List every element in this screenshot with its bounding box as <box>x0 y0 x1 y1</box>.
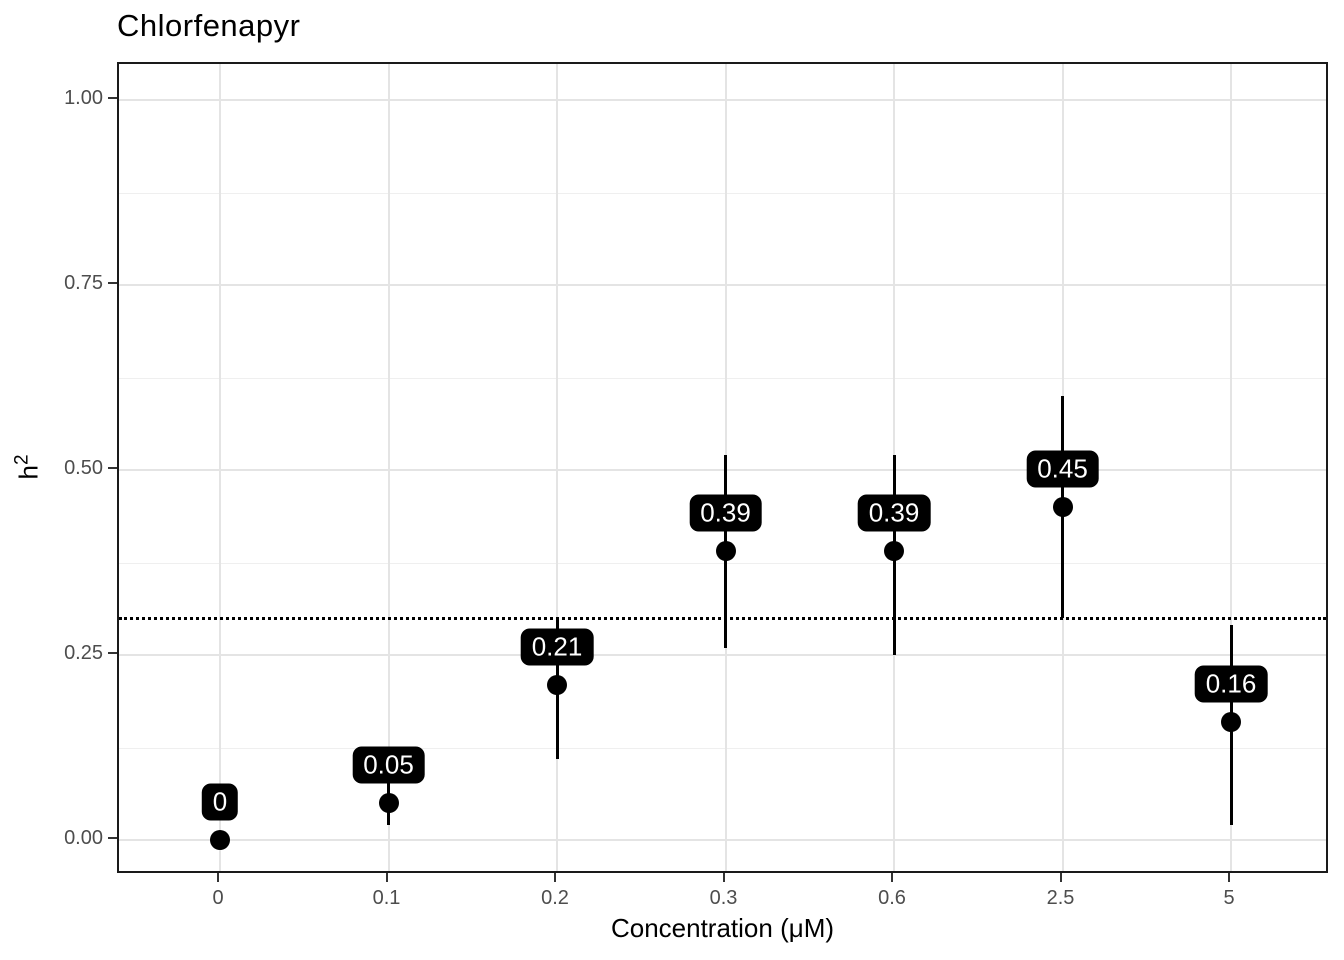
data-point <box>1052 497 1073 517</box>
gridline-major-horizontal <box>119 284 1326 286</box>
y-tick-label: 0.00 <box>64 827 103 849</box>
x-tick-mark <box>217 873 219 882</box>
y-tick-label: 0.75 <box>64 272 103 294</box>
x-tick-mark <box>554 873 556 882</box>
data-point <box>715 541 736 562</box>
gridline-major-horizontal <box>119 654 1326 656</box>
point-label: 0.45 <box>1026 450 1099 488</box>
point-label: 0.21 <box>520 628 594 666</box>
point-label: 0.05 <box>352 746 425 784</box>
gridline-minor-horizontal <box>119 562 1326 564</box>
y-tick-mark <box>108 652 117 654</box>
gridline-major-vertical <box>387 64 390 871</box>
x-tick-mark <box>385 873 388 882</box>
x-axis-title: Concentration (μM) <box>610 913 835 943</box>
point-label: 0.39 <box>689 494 762 532</box>
point-label: 0 <box>201 783 239 821</box>
gridline-minor-horizontal <box>119 377 1326 379</box>
data-point <box>378 793 399 813</box>
gridline-major-vertical <box>1230 64 1232 871</box>
gridline-major-horizontal <box>119 469 1326 471</box>
gridline-major-horizontal <box>119 99 1326 101</box>
point-label: 0.16 <box>1194 665 1268 703</box>
data-point <box>547 674 567 695</box>
x-tick-mark <box>722 873 725 882</box>
x-tick-label: 0.1 <box>372 887 401 909</box>
plot-title: Chlorfenapyr <box>117 8 301 43</box>
x-tick-mark <box>1059 873 1062 882</box>
data-point <box>1221 711 1241 732</box>
x-tick-label: 0.2 <box>541 887 569 909</box>
point-label: 0.39 <box>857 494 931 532</box>
y-tick-mark <box>108 837 117 839</box>
data-point <box>884 541 904 562</box>
gridline-minor-horizontal <box>119 747 1326 749</box>
x-tick-mark <box>1228 873 1230 882</box>
gridline-major-vertical <box>556 64 558 871</box>
data-point <box>210 830 230 850</box>
y-tick-label: 0.25 <box>64 642 103 664</box>
y-tick-label: 1.00 <box>64 87 103 109</box>
gridline-minor-horizontal <box>119 192 1326 194</box>
gridline-major-horizontal <box>119 839 1326 841</box>
x-tick-label: 5 <box>1223 887 1235 909</box>
x-tick-label: 0 <box>212 887 224 909</box>
y-tick-mark <box>108 97 117 99</box>
x-tick-mark <box>891 873 893 882</box>
gridline-major-vertical <box>219 64 221 871</box>
y-tick-mark <box>108 467 117 469</box>
x-tick-label: 2.5 <box>1046 887 1075 909</box>
x-tick-label: 0.6 <box>878 887 906 909</box>
y-tick-mark <box>108 282 117 284</box>
x-tick-label: 0.3 <box>709 887 738 909</box>
y-tick-label: 0.50 <box>64 457 103 479</box>
plot-panel: 0 0.05 0.21 0.39 0.39 0.45 0.16 <box>117 62 1328 873</box>
reference-line <box>119 616 1326 620</box>
